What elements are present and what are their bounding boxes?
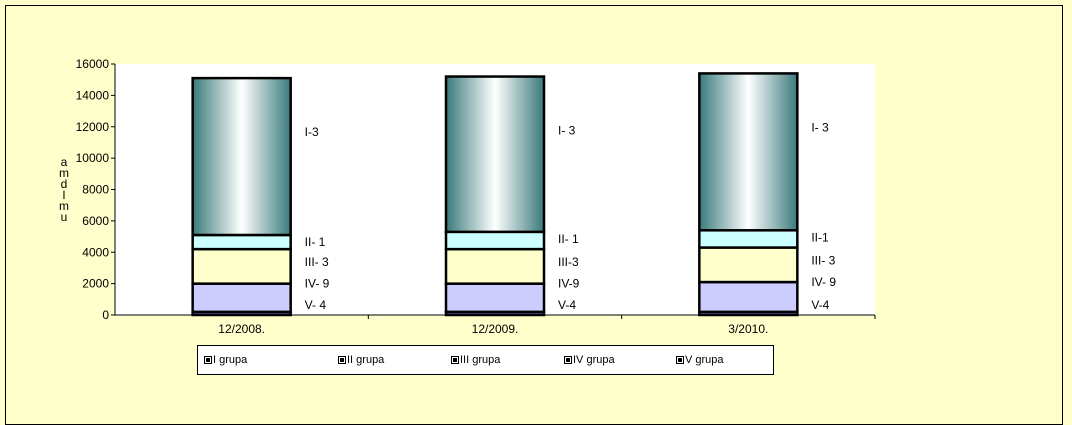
y-tick-label: 4000	[82, 245, 109, 259]
bar-segment	[698, 246, 799, 284]
segment-label: III- 3	[305, 255, 329, 269]
segment-label: III-3	[558, 255, 579, 269]
segment-label: II- 1	[305, 235, 326, 249]
y-axis-label: m	[59, 166, 69, 180]
legend: I grupa II grupa III grupa IV grupa V grupa	[197, 345, 774, 375]
chart: 0 2000 4000 6000 8000 10000 12000 14000 16000 12/…	[59, 57, 876, 336]
legend-item: III grupa	[451, 354, 500, 366]
segment-label: V-4	[558, 298, 576, 312]
segment-label: V- 4	[305, 298, 327, 312]
y-axis-label: m	[59, 199, 69, 213]
segment-label: IV- 9	[305, 277, 330, 291]
bar-segment	[191, 233, 292, 251]
legend-swatch-icon	[204, 356, 212, 364]
x-tick-label: 12/2009.	[472, 322, 519, 336]
segment-label: I-3	[305, 125, 319, 139]
y-tick-label: 12000	[76, 120, 110, 134]
bar-segment	[444, 247, 546, 285]
segment-label: III- 3	[811, 254, 835, 268]
legend-label: IV grupa	[573, 354, 615, 366]
segment-label: II- 1	[558, 232, 579, 246]
segment-label: IV-9	[558, 277, 580, 291]
x-tick-label: 12/2008.	[218, 322, 265, 336]
x-tick-label: 3/2010.	[728, 322, 768, 336]
y-axis-label: l	[63, 188, 66, 202]
y-tick-label: 2000	[82, 277, 109, 291]
legend-label: I grupa	[213, 354, 248, 366]
y-axis-label: u	[61, 210, 68, 224]
segment-label: I- 3	[811, 120, 829, 134]
legend-item: IV grupa	[564, 354, 615, 366]
y-axis-label: d	[61, 177, 68, 191]
segment-label: IV- 9	[811, 275, 836, 289]
legend-item: I grupa	[204, 354, 247, 366]
legend-label: II grupa	[347, 354, 385, 366]
legend-label: V grupa	[685, 354, 724, 366]
y-tick-label: 8000	[82, 183, 109, 197]
legend-item: V grupa	[676, 354, 724, 366]
y-tick-label: 16000	[76, 57, 110, 71]
bar-segment	[444, 282, 546, 314]
legend-label: III grupa	[460, 354, 501, 366]
y-tick-label: 10000	[76, 151, 110, 165]
y-tick-label: 14000	[76, 88, 110, 102]
legend-swatch-icon	[338, 356, 346, 364]
bar-segment	[191, 282, 292, 314]
bar-segment	[444, 75, 546, 234]
bar-segment	[191, 76, 292, 237]
bar-segment	[698, 280, 799, 314]
segment-label: V-4	[811, 298, 829, 312]
segment-label: I- 3	[558, 124, 576, 138]
legend-swatch-icon	[676, 356, 684, 364]
y-axis-label: a	[61, 155, 68, 169]
bar-segment	[444, 230, 546, 251]
bar-segment	[698, 72, 799, 232]
bar-segment	[698, 229, 799, 249]
bar-segment	[191, 247, 292, 285]
legend-item: II grupa	[338, 354, 384, 366]
y-tick-label: 6000	[82, 214, 109, 228]
legend-swatch-icon	[451, 356, 459, 364]
segment-label: II-1	[811, 230, 829, 244]
y-tick-label: 0	[102, 308, 109, 322]
legend-swatch-icon	[564, 356, 572, 364]
